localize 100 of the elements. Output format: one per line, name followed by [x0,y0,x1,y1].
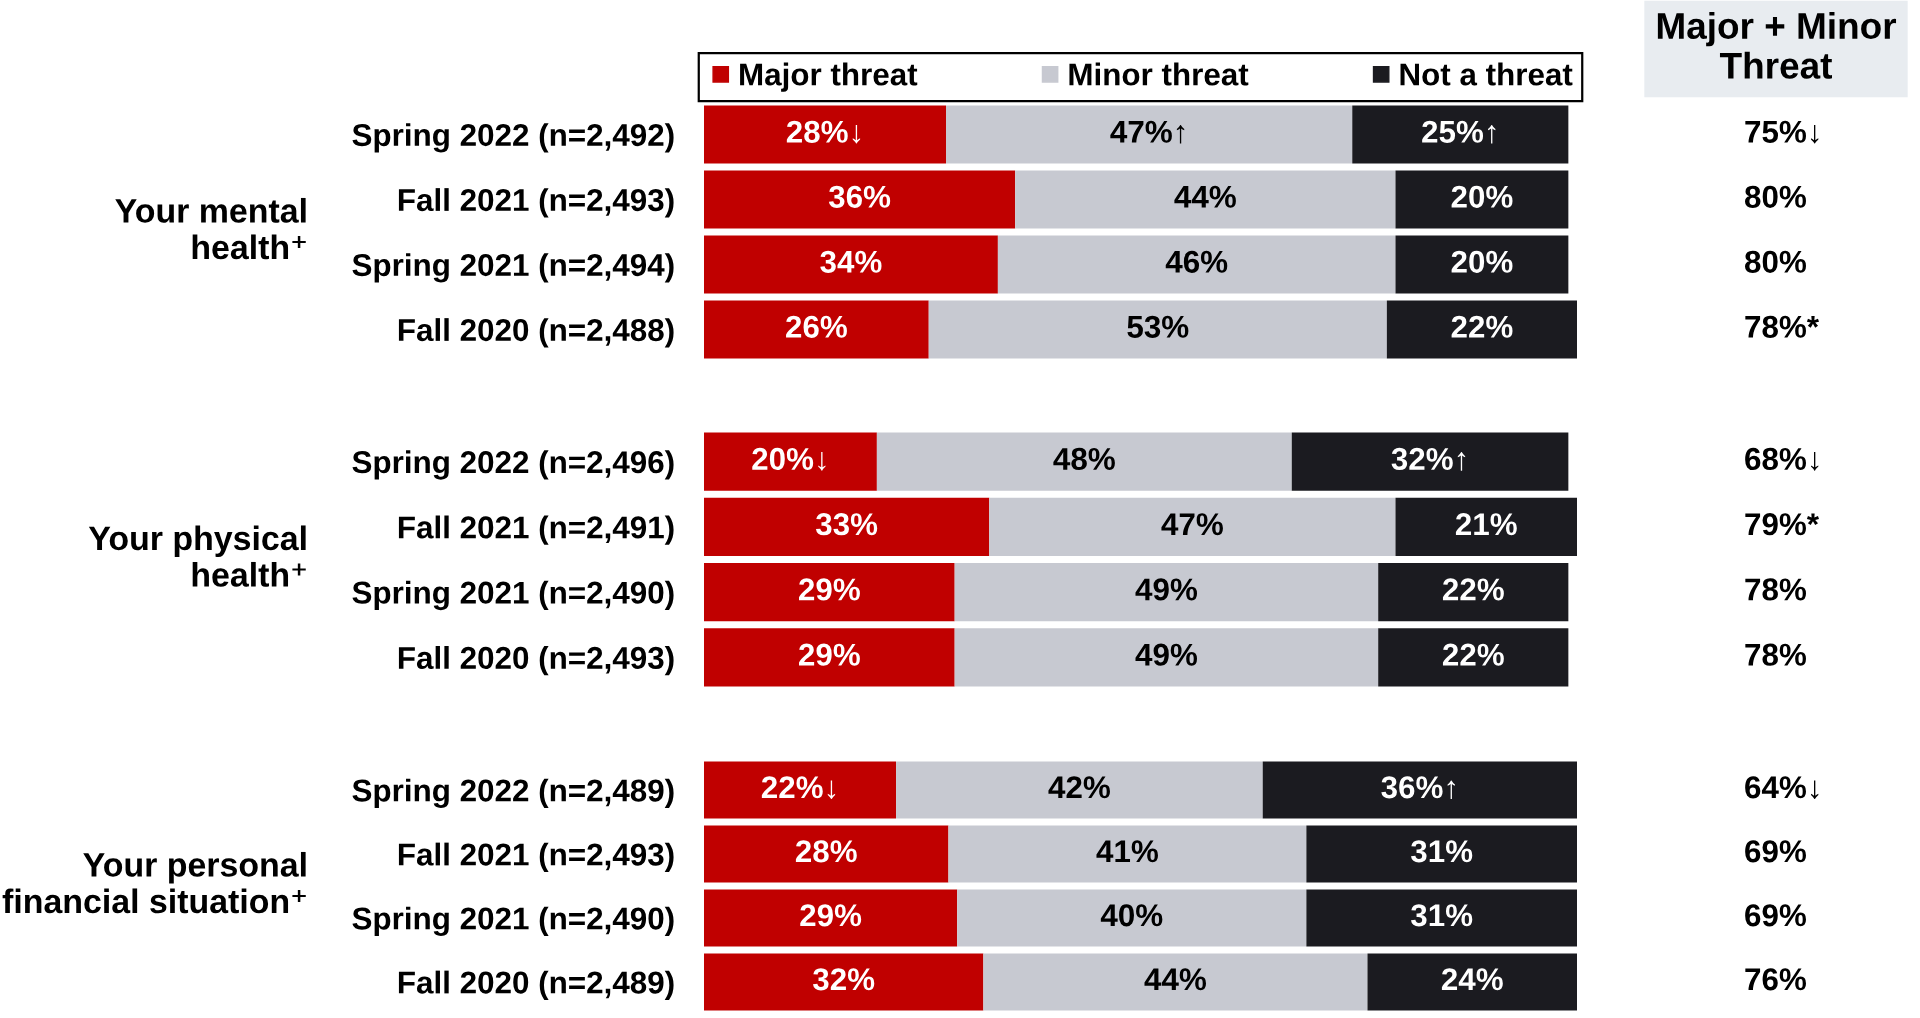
text: 75%↓ [1745,120,1819,144]
bar [989,497,1396,556]
bar [1378,563,1569,622]
data-label: 24% [1441,968,1503,991]
bar [1367,953,1577,1011]
data-label: 41% [1096,840,1158,863]
bar [704,628,955,687]
y-tick-label: Fall 2020 (n=2,488) [398,318,674,348]
data-label: 40% [1100,904,1163,927]
bar [704,761,897,819]
y-axis-title: Your mental health⁺ [115,197,306,260]
data-label: 36% [828,185,891,208]
y-axis-title: Your personal financial situation⁺ [2,851,306,914]
data-label: 28% [795,840,857,863]
text: 80% [1745,250,1806,273]
text: 78%* [1745,315,1820,338]
bar [997,235,1396,294]
bar [1291,432,1569,491]
text: 78% [1745,578,1806,601]
bar [948,825,1307,883]
text: 64%↓ [1745,776,1819,800]
data-label: 20%↓ [752,447,826,471]
bar [1015,170,1396,229]
data-label: 32% [812,968,875,991]
y-tick-label: Spring 2021 (n=2,494) [352,253,674,283]
data-label: 44% [1174,185,1236,208]
bar [1395,497,1577,556]
text: 69% [1745,904,1806,927]
bar [1262,761,1577,819]
text: 79%* [1745,513,1820,536]
text: Major + Minor Threat [1657,11,1897,79]
y-tick-label: Fall 2021 (n=2,491) [398,515,674,545]
bar [1306,825,1577,883]
y-tick-label: Spring 2021 (n=2,490) [352,906,674,937]
legend-label: Minor threat [1069,62,1249,86]
bar [704,953,984,1011]
bar [704,300,929,359]
bar [1386,300,1577,359]
bar [876,432,1292,491]
data-label: 49% [1135,578,1198,601]
data-label: 33% [815,513,878,536]
bar [1378,628,1569,687]
data-label: 53% [1127,315,1189,338]
bar [954,628,1379,687]
legend-label: Not a threat [1400,62,1573,86]
data-label: 28%↓ [786,120,861,144]
data-label: 26% [786,315,847,338]
text: 78% [1745,643,1806,666]
y-tick-label: Fall 2020 (n=2,493) [398,646,674,676]
bar [704,825,949,883]
bar [704,563,955,622]
data-label: 31% [1410,840,1473,863]
bar [896,761,1263,819]
data-label: 42% [1048,776,1110,799]
y-tick-label: Spring 2022 (n=2,492) [352,123,674,153]
legend-label: Major threat [740,62,918,92]
y-tick-label: Fall 2020 (n=2,489) [398,970,674,1000]
bar [704,170,1016,229]
bar [954,563,1379,622]
data-label: 48% [1053,447,1115,471]
data-label: 47% [1161,513,1223,536]
data-label: 20% [1451,250,1513,273]
data-label: 31% [1410,904,1473,927]
bar [704,432,877,491]
data-label: 44% [1144,968,1207,991]
data-label: 34% [820,250,882,273]
bar [1395,170,1569,229]
y-tick-label: Spring 2021 (n=2,490) [352,580,674,611]
data-label: 36%↑ [1381,776,1455,800]
data-label: 29% [799,578,860,601]
data-label: 25%↑ [1422,120,1496,144]
bar [1352,105,1569,164]
data-label: 22%↓ [761,776,836,800]
data-label: 20% [1451,185,1513,208]
data-label: 21% [1455,513,1517,536]
data-label: 22% [1442,643,1504,666]
data-label: 47%↑ [1110,120,1185,144]
data-label: 46% [1165,250,1228,273]
data-label: 49% [1135,643,1198,666]
bar [704,497,990,556]
y-tick-label: Spring 2022 (n=2,489) [352,778,674,809]
y-tick-label: Fall 2021 (n=2,493) [398,188,674,218]
bar [704,235,998,294]
y-tick-label: Spring 2022 (n=2,496) [352,450,674,480]
bar [704,105,947,164]
data-label: 32%↑ [1391,447,1466,471]
bar [704,889,958,947]
data-label: 22% [1442,578,1504,601]
bar [1306,889,1577,947]
y-tick-label: Fall 2021 (n=2,493) [398,842,674,872]
bar [928,300,1387,359]
data-label: 29% [800,904,862,927]
bar [1395,235,1569,294]
y-axis-title: Your physical health⁺ [88,525,306,587]
text: 69% [1745,840,1806,863]
text: 68%↓ [1745,447,1819,471]
bar [983,953,1368,1011]
data-label: 29% [799,643,860,666]
bar [957,889,1307,947]
text: 80% [1745,185,1806,208]
